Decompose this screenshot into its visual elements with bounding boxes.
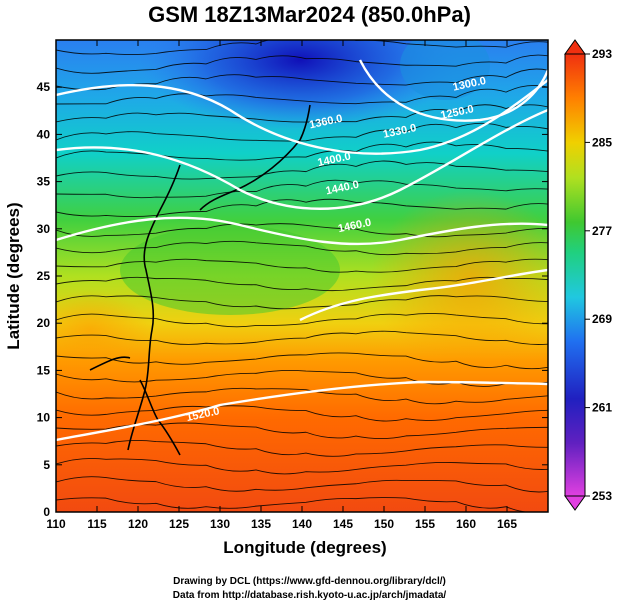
streamline xyxy=(56,68,548,91)
y-axis-ticks: 0 5 10 15 20 25 30 35 40 45 xyxy=(37,80,548,519)
x-tick-label: 110 xyxy=(46,517,66,531)
contour-line xyxy=(56,380,548,442)
colorbar-tick-label: 277 xyxy=(592,224,612,238)
x-tick-label: 130 xyxy=(210,517,230,531)
contour-line xyxy=(299,268,548,322)
x-tick-label: 120 xyxy=(128,517,148,531)
streamline xyxy=(56,223,548,238)
streamline xyxy=(56,295,548,310)
x-tick-label: 150 xyxy=(374,517,394,531)
x-axis-label: Longitude (degrees) xyxy=(223,538,387,557)
colorbar-tick-label: 293 xyxy=(592,47,612,61)
x-tick-label: 155 xyxy=(415,517,435,531)
colorbar-tick-label: 253 xyxy=(592,489,612,503)
colorbar-tick-label: 285 xyxy=(592,135,612,149)
warm-region-west xyxy=(56,290,150,370)
x-tick-label: 125 xyxy=(169,517,189,531)
y-tick-label: 20 xyxy=(37,316,51,330)
geopotential-contours xyxy=(56,59,548,442)
warm-region-east xyxy=(370,190,548,370)
streamline xyxy=(56,179,548,199)
colorbar-ticks: 253 261 269 277 285 293 xyxy=(585,47,612,503)
coastline-indochina xyxy=(89,356,131,371)
y-tick-label: 15 xyxy=(37,363,51,377)
contour-line xyxy=(56,216,548,246)
streamline xyxy=(56,497,548,512)
x-tick-label: 145 xyxy=(333,517,353,531)
y-tick-label: 25 xyxy=(37,269,51,283)
x-tick-label: 135 xyxy=(251,517,271,531)
x-tick-label: 165 xyxy=(497,517,517,531)
y-tick-label: 35 xyxy=(37,175,51,189)
streamline xyxy=(56,387,548,405)
colorbar-min-arrow xyxy=(564,495,586,511)
colorbar xyxy=(564,53,586,497)
colorbar-max-arrow xyxy=(564,39,586,55)
streamline xyxy=(56,440,548,457)
coastline-asia xyxy=(127,164,181,451)
y-tick-label: 45 xyxy=(37,80,51,94)
streamline xyxy=(56,141,548,161)
streamline xyxy=(56,405,548,422)
low-pressure-center xyxy=(400,40,490,100)
green-band xyxy=(120,225,340,315)
credit-drawing: Drawing by DCL (https://www.gfd-dennou.o… xyxy=(173,576,446,587)
y-tick-label: 0 xyxy=(43,505,50,519)
streamline xyxy=(56,54,548,74)
streamline xyxy=(56,313,548,328)
cold-core-region xyxy=(140,40,460,130)
wind-streamlines xyxy=(56,40,548,512)
x-tick-label: 140 xyxy=(292,517,312,531)
x-tick-label: 160 xyxy=(456,517,476,531)
streamline xyxy=(56,240,548,256)
contour-line xyxy=(56,79,548,155)
y-tick-label: 5 xyxy=(43,458,50,472)
coastline-japan xyxy=(199,139,301,211)
contour-line xyxy=(358,59,548,122)
y-tick-label: 30 xyxy=(37,222,51,236)
coastline-hokkaido xyxy=(299,104,311,141)
streamline xyxy=(56,352,548,370)
colorbar-tick-label: 261 xyxy=(592,401,612,415)
streamline xyxy=(56,122,548,142)
x-tick-label: 115 xyxy=(87,517,107,531)
streamline xyxy=(56,457,548,475)
streamline xyxy=(56,198,548,218)
streamline xyxy=(56,330,548,345)
x-axis-ticks: 110 115 120 125 130 135 140 145 150 155 160 165 xyxy=(46,40,517,531)
credit-data: Data from http://database.rish.kyoto-u.a… xyxy=(172,590,447,601)
streamline xyxy=(56,276,548,292)
y-tick-label: 10 xyxy=(37,411,51,425)
y-tick-label: 40 xyxy=(37,127,51,141)
streamline xyxy=(56,160,548,180)
colorbar-tick-label: 269 xyxy=(592,312,612,326)
y-axis-label: Latitude (degrees) xyxy=(4,202,23,350)
map-title: GSM 18Z13Mar2024 (850.0hPa) xyxy=(148,2,471,27)
contour-line xyxy=(56,108,548,210)
streamline xyxy=(56,85,548,105)
streamline xyxy=(56,258,548,273)
streamline xyxy=(56,476,548,493)
